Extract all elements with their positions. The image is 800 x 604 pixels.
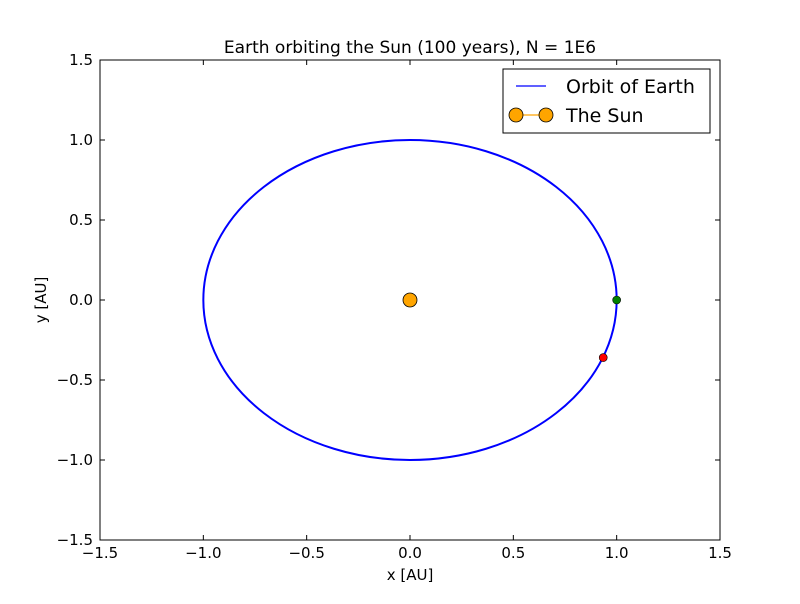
legend-sun-marker-right xyxy=(538,107,554,123)
legend-sun-marker-left xyxy=(508,107,524,123)
chart-title: Earth orbiting the Sun (100 years), N = … xyxy=(224,38,596,58)
x-tick-label: 1.5 xyxy=(708,544,732,562)
y-tick-label: −1.5 xyxy=(57,531,93,549)
x-tick-label: −0.5 xyxy=(288,544,324,562)
x-tick-label: 0.5 xyxy=(501,544,525,562)
y-tick-label: 1.5 xyxy=(69,51,93,69)
earth-end-point xyxy=(598,353,608,362)
x-tick-label: 1.0 xyxy=(605,544,629,562)
x-tick-label: −1.5 xyxy=(82,544,118,562)
x-tick-label: 0.0 xyxy=(398,544,422,562)
y-tick-label: 0.5 xyxy=(69,211,93,229)
plot-area: −1.5 −1.0 −0.5 0.0 0.5 1.0 1.5 1.5 1.0 0.5 0.0 −0.5… xyxy=(57,51,732,562)
tick-layer: −1.5 −1.0 −0.5 0.0 0.5 1.0 1.5 1.5 1.0 0.5 0.0 −0.5… xyxy=(57,51,732,562)
legend-orbit-label: Orbit of Earth xyxy=(566,76,695,98)
legend-box xyxy=(502,68,711,134)
y-tick-label: 1.0 xyxy=(69,131,93,149)
y-tick-label: 0.0 xyxy=(69,291,93,309)
earth-start-point xyxy=(612,295,621,305)
x-axis-label: x [AU] xyxy=(387,566,434,584)
y-tick-label: −1.0 xyxy=(57,451,93,469)
legend: Orbit of Earth The Sun xyxy=(502,68,711,134)
legend-sun-label: The Sun xyxy=(565,105,644,127)
y-tick-label: −0.5 xyxy=(57,371,93,389)
x-tick-label: −1.0 xyxy=(185,544,221,562)
sun-marker xyxy=(402,292,418,308)
series-layer xyxy=(202,139,621,461)
y-axis-label: y [AU] xyxy=(32,277,50,324)
